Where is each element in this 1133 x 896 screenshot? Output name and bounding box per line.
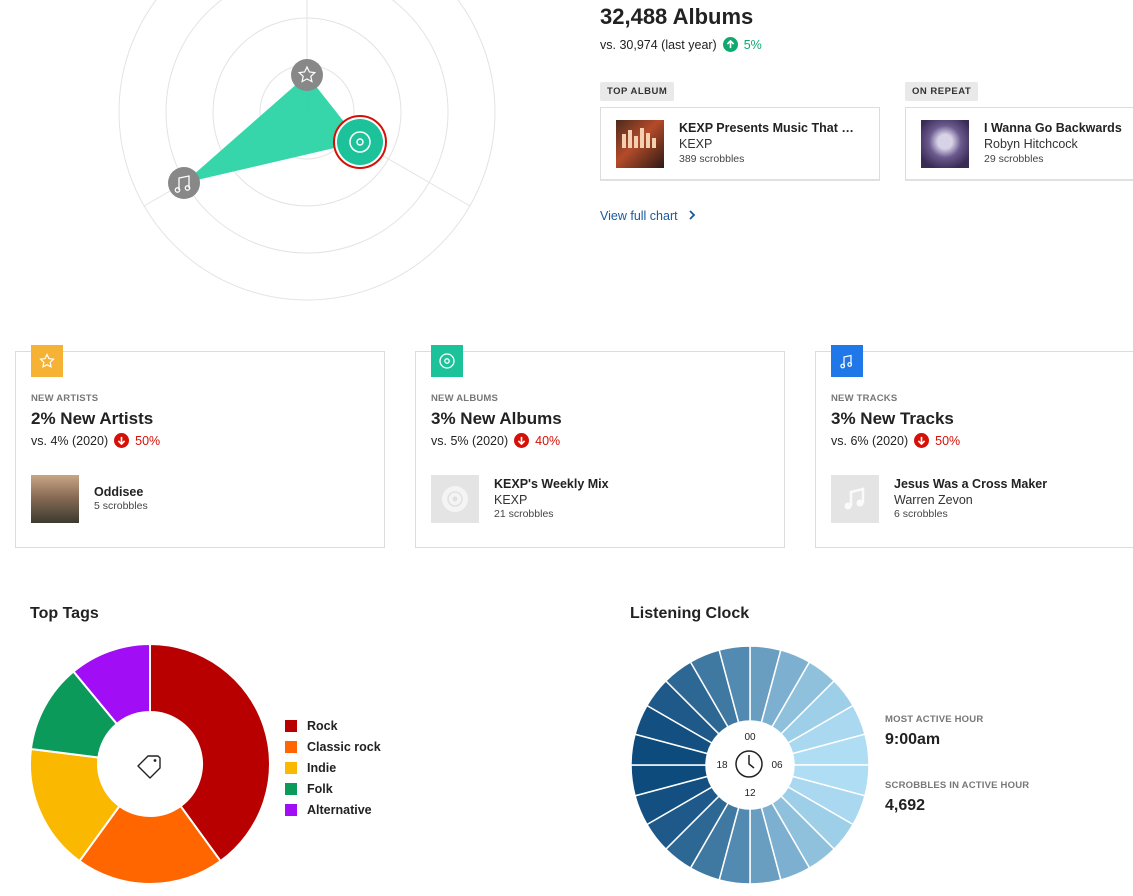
new-albums-comparison: vs. 5% (2020) 40%: [431, 433, 560, 448]
star-icon: [31, 345, 63, 377]
new-albums-vs-text: vs. 5% (2020): [431, 433, 509, 448]
radar-chart: [118, 0, 496, 301]
donut-slice-alternative[interactable]: [72, 643, 151, 726]
legend-label[interactable]: Alternative: [307, 802, 372, 817]
active-scrobbles-label: SCROBBLES IN ACTIVE HOUR: [885, 780, 1030, 791]
radar-star-node: [291, 59, 323, 91]
clock-label-bottom: 12: [744, 788, 756, 799]
listening-clock-heading: Listening Clock: [630, 605, 750, 622]
on-repeat-card[interactable]: I Wanna Go Backwards Robyn Hitchcock 29 …: [905, 107, 1133, 181]
track-placeholder-icon: [831, 475, 879, 523]
legend-item-classic-rock[interactable]: Classic rock: [285, 736, 381, 757]
new-albums-card: NEW ALBUMS 3% New Albums vs. 5% (2020) 4…: [415, 345, 785, 548]
legend-swatch: [285, 782, 297, 795]
donut-slice-classic-rock[interactable]: [78, 804, 222, 885]
radar-note-node: [168, 167, 200, 199]
clock-label-top: 00: [744, 732, 756, 743]
new-albums-item-artist[interactable]: KEXP: [494, 493, 528, 508]
top-tags-legend: Rock Classic rock Indie Folk Alternative: [285, 715, 381, 820]
new-artists-item[interactable]: Oddisee 5 scrobbles: [31, 475, 148, 523]
disc-icon: [431, 345, 463, 377]
new-tracks-kicker: NEW TRACKS: [831, 393, 898, 404]
legend-item-rock[interactable]: Rock: [285, 715, 381, 736]
top-tags-donut: [30, 643, 270, 885]
new-tracks-title: 3% New Tracks: [831, 409, 954, 428]
arrow-down-icon: [514, 433, 530, 448]
most-active-value: 9:00am: [885, 731, 941, 748]
albums-comparison: vs. 30,974 (last year) 5%: [600, 37, 762, 52]
active-scrobbles-value: 4,692: [885, 797, 926, 814]
new-albums-item[interactable]: KEXP's Weekly Mix KEXP 21 scrobbles: [431, 475, 609, 523]
new-albums-title: 3% New Albums: [431, 409, 562, 428]
albums-vs-text: vs. 30,974 (last year): [600, 37, 717, 52]
tag-icon: [137, 755, 161, 779]
new-tracks-item[interactable]: Jesus Was a Cross Maker Warren Zevon 6 s…: [831, 475, 1047, 523]
top-album-scrobbles: 389 scrobbles: [679, 152, 745, 165]
music-note-icon: [831, 345, 863, 377]
arrow-up-icon: [722, 37, 738, 52]
on-repeat-cover: [921, 119, 969, 168]
new-artists-item-title[interactable]: Oddisee: [94, 485, 144, 500]
on-repeat-artist[interactable]: Robyn Hitchcock: [984, 136, 1078, 151]
legend-swatch: [285, 719, 297, 732]
listening-clock-chart: 00 06 12 18: [630, 645, 870, 885]
new-albums-item-scrobbles: 21 scrobbles: [494, 508, 554, 521]
on-repeat-scrobbles: 29 scrobbles: [984, 152, 1044, 165]
top-album-cover: [616, 119, 664, 168]
clock-label-left: 18: [716, 760, 728, 771]
album-placeholder-icon: [431, 475, 479, 523]
new-albums-item-title[interactable]: KEXP's Weekly Mix: [494, 476, 609, 491]
top-album-artist[interactable]: KEXP: [679, 136, 713, 151]
new-tracks-vs-text: vs. 6% (2020): [831, 433, 909, 448]
donut-slice-rock[interactable]: [149, 643, 270, 863]
radar-disc-node: [333, 115, 387, 169]
legend-label[interactable]: Rock: [307, 718, 338, 733]
new-tracks-change: 50%: [935, 433, 961, 448]
legend-swatch: [285, 761, 297, 774]
albums-change: 5%: [743, 37, 762, 52]
new-artists-item-scrobbles: 5 scrobbles: [94, 500, 148, 513]
chevron-right-icon: [688, 209, 696, 223]
new-tracks-comparison: vs. 6% (2020) 50%: [831, 433, 960, 448]
legend-item-indie[interactable]: Indie: [285, 757, 381, 778]
most-active-label: MOST ACTIVE HOUR: [885, 714, 984, 725]
clock-icon: [735, 750, 763, 778]
new-artists-vs-text: vs. 4% (2020): [31, 433, 109, 448]
on-repeat-chip: ON REPEAT: [905, 82, 979, 101]
donut-slice-indie[interactable]: [30, 747, 121, 863]
legend-label[interactable]: Classic rock: [307, 739, 381, 754]
oddisee-photo: [31, 475, 79, 523]
albums-count: 32,488 Albums: [600, 4, 754, 29]
new-albums-change: 40%: [535, 433, 561, 448]
arrow-down-icon: [914, 433, 930, 448]
new-artists-comparison: vs. 4% (2020) 50%: [31, 433, 160, 448]
top-album-chip: TOP ALBUM: [600, 82, 675, 101]
legend-item-alternative[interactable]: Alternative: [285, 799, 381, 820]
legend-swatch: [285, 803, 297, 816]
new-artists-card: NEW ARTISTS 2% New Artists vs. 4% (2020)…: [15, 345, 385, 548]
legend-swatch: [285, 740, 297, 753]
view-full-chart-link[interactable]: View full chart: [600, 209, 696, 223]
clock-label-right: 06: [771, 760, 783, 771]
new-albums-kicker: NEW ALBUMS: [431, 393, 499, 404]
new-tracks-item-scrobbles: 6 scrobbles: [894, 508, 948, 521]
new-artists-kicker: NEW ARTISTS: [31, 393, 99, 404]
arrow-down-icon: [114, 433, 130, 448]
legend-label[interactable]: Folk: [307, 781, 333, 796]
top-album-card[interactable]: KEXP Presents Music That … KEXP 389 scro…: [600, 107, 880, 181]
on-repeat-title[interactable]: I Wanna Go Backwards: [984, 121, 1122, 136]
new-artists-change: 50%: [135, 433, 161, 448]
view-full-chart-label[interactable]: View full chart: [600, 209, 678, 223]
legend-label[interactable]: Indie: [307, 760, 337, 775]
top-tags-heading: Top Tags: [30, 605, 99, 622]
top-album-title[interactable]: KEXP Presents Music That …: [679, 121, 854, 136]
new-tracks-item-artist[interactable]: Warren Zevon: [894, 493, 973, 508]
new-artists-title: 2% New Artists: [31, 409, 154, 428]
new-tracks-card: NEW TRACKS 3% New Tracks vs. 6% (2020) 5…: [815, 345, 1133, 548]
legend-item-folk[interactable]: Folk: [285, 778, 381, 799]
new-tracks-item-title[interactable]: Jesus Was a Cross Maker: [894, 476, 1048, 491]
